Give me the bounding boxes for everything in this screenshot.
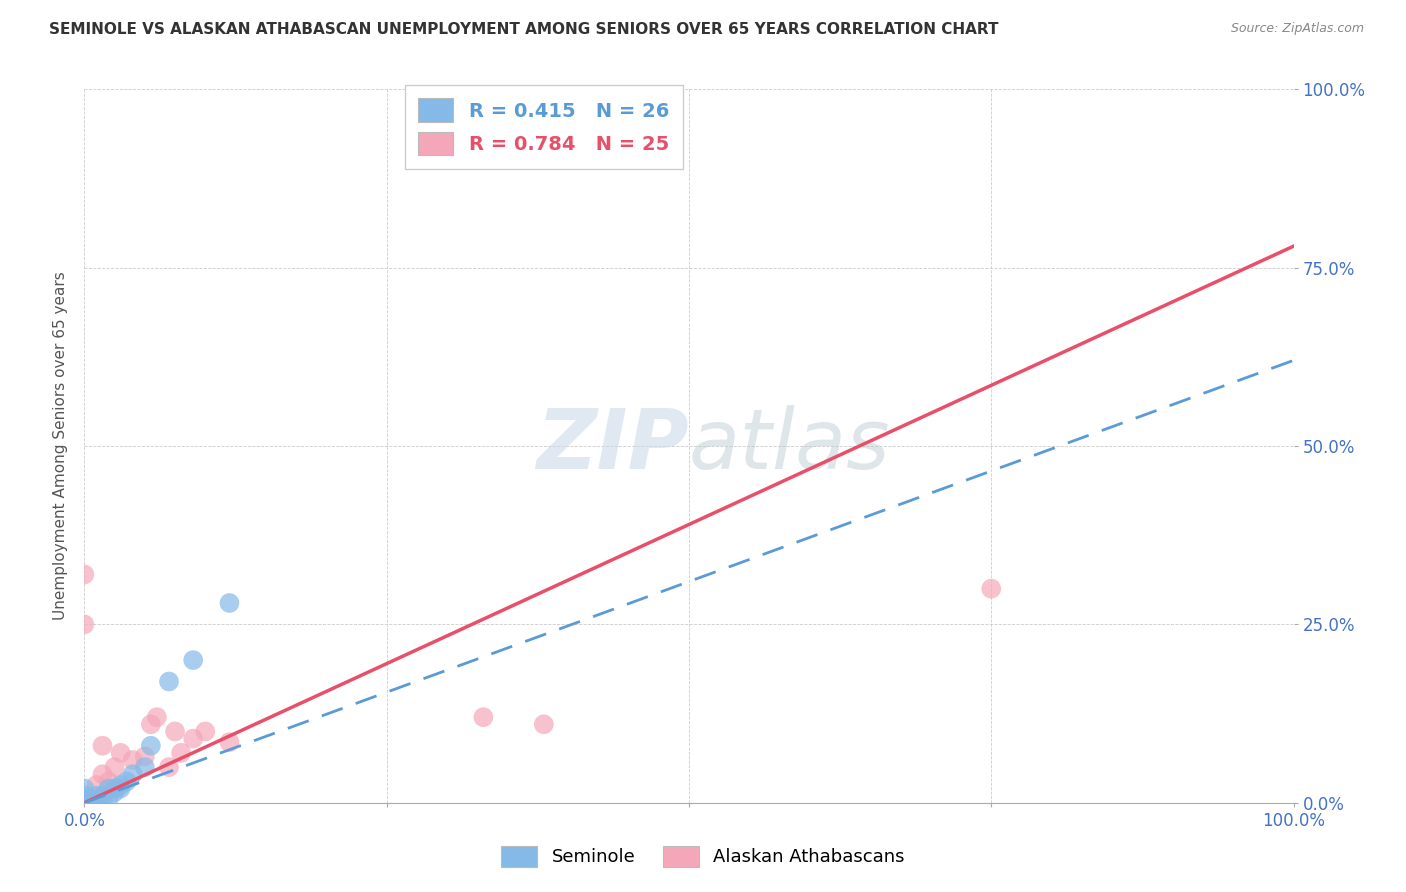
Point: [73, 781, 96, 796]
Point: [97, 774, 120, 789]
Point: [110, 778, 132, 792]
Point: [194, 724, 217, 739]
Point: [146, 710, 169, 724]
Point: [91, 789, 114, 803]
Point: [87, 792, 110, 806]
Point: [86, 789, 108, 803]
Text: Source: ZipAtlas.com: Source: ZipAtlas.com: [1230, 22, 1364, 36]
Point: [139, 717, 162, 731]
Point: [139, 739, 162, 753]
Point: [79, 796, 101, 810]
Point: [73, 617, 96, 632]
Point: [980, 582, 1002, 596]
Point: [157, 760, 180, 774]
Point: [218, 596, 240, 610]
Point: [472, 710, 495, 724]
Point: [110, 781, 132, 796]
Point: [121, 767, 143, 781]
Point: [165, 724, 187, 739]
Point: [134, 760, 156, 774]
Point: [115, 774, 138, 789]
Point: [73, 796, 96, 810]
Point: [97, 792, 120, 806]
Point: [73, 567, 96, 582]
Point: [73, 796, 96, 810]
Point: [73, 792, 96, 806]
Point: [91, 767, 114, 781]
Point: [181, 653, 204, 667]
Point: [104, 781, 127, 796]
Point: [104, 760, 127, 774]
Point: [73, 796, 96, 810]
Legend: Seminole, Alaskan Athabascans: Seminole, Alaskan Athabascans: [494, 838, 912, 874]
Point: [86, 778, 108, 792]
Point: [97, 781, 120, 796]
Point: [91, 739, 114, 753]
Point: [533, 717, 555, 731]
Point: [134, 749, 156, 764]
Text: ZIP: ZIP: [536, 406, 689, 486]
Point: [218, 735, 240, 749]
Point: [121, 753, 143, 767]
Point: [79, 796, 101, 810]
Point: [73, 789, 96, 803]
Point: [73, 796, 96, 810]
Point: [110, 746, 132, 760]
Point: [157, 674, 180, 689]
Y-axis label: Unemployment Among Seniors over 65 years: Unemployment Among Seniors over 65 years: [52, 272, 67, 620]
Legend: R = 0.415   N = 26, R = 0.784   N = 25: R = 0.415 N = 26, R = 0.784 N = 25: [405, 85, 683, 169]
Point: [170, 746, 193, 760]
Point: [91, 796, 114, 810]
Text: SEMINOLE VS ALASKAN ATHABASCAN UNEMPLOYMENT AMONG SENIORS OVER 65 YEARS CORRELAT: SEMINOLE VS ALASKAN ATHABASCAN UNEMPLOYM…: [49, 22, 998, 37]
Point: [181, 731, 204, 746]
Point: [86, 796, 108, 810]
Point: [79, 792, 101, 806]
Point: [104, 785, 127, 799]
Text: atlas: atlas: [689, 406, 890, 486]
Point: [73, 796, 96, 810]
Point: [86, 796, 108, 810]
